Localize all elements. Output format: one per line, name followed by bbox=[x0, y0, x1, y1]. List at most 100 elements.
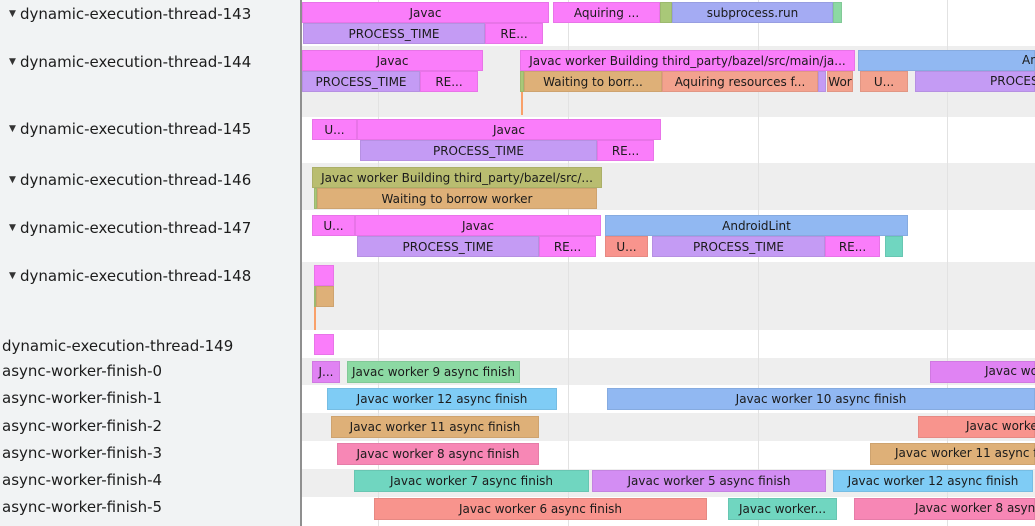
trace-slice[interactable]: RE... bbox=[485, 23, 543, 44]
timeline-canvas[interactable]: Javac Aquiring ... subprocess.run PROCESS_T… bbox=[302, 0, 1035, 526]
trace-slice-label: PROCESS_TIME bbox=[348, 26, 440, 41]
sidebar-track-row[interactable]: async-worker-finish-1 bbox=[0, 389, 162, 407]
sidebar-track-row[interactable]: async-worker-finish-3 bbox=[0, 444, 162, 462]
trace-slice[interactable] bbox=[854, 498, 1035, 520]
trace-slice[interactable]: Javac worker 9 async finish bbox=[347, 361, 520, 383]
trace-slice[interactable]: Javac worker 10 async finish bbox=[607, 388, 1035, 410]
track-name[interactable]: async-worker-finish-5 bbox=[2, 498, 163, 516]
track-name[interactable]: dynamic-execution-thread-147 bbox=[20, 219, 252, 237]
trace-slice-label: Javac worker 5 async finish bbox=[627, 474, 791, 488]
sidebar-track-row[interactable]: async-worker-finish-0 bbox=[0, 362, 162, 380]
instant-event-tick[interactable] bbox=[521, 92, 523, 115]
trace-slice[interactable]: Javac bbox=[355, 215, 601, 236]
trace-slice[interactable]: Javac worker... bbox=[728, 498, 837, 520]
trace-slice[interactable]: Javac worker 6 async finish bbox=[374, 498, 707, 520]
track-name[interactable]: dynamic-execution-thread-144 bbox=[20, 53, 252, 71]
trace-slice[interactable]: J... bbox=[312, 361, 340, 383]
sidebar-track-row[interactable]: async-worker-finish-5 bbox=[0, 498, 162, 516]
track-name[interactable]: async-worker-finish-1 bbox=[2, 389, 163, 407]
trace-slice[interactable]: Javac worker Building third_party/bazel/… bbox=[312, 167, 602, 188]
collapse-triangle-icon[interactable]: ▼ bbox=[9, 57, 16, 67]
sidebar-track-row[interactable]: async-worker-finish-2 bbox=[0, 417, 162, 435]
trace-slice-label: Waiting to borr... bbox=[543, 74, 643, 89]
collapse-triangle-icon[interactable]: ▼ bbox=[9, 9, 16, 19]
sidebar-track-row[interactable]: ▼ dynamic-execution-thread-148 bbox=[0, 267, 251, 285]
trace-slice-label: Javac worker 10 async finish bbox=[735, 392, 907, 406]
sidebar-track-row[interactable]: ▼ dynamic-execution-thread-143 bbox=[0, 5, 251, 23]
trace-slice-label: Javac bbox=[409, 5, 442, 20]
trace-slice[interactable]: RE... bbox=[420, 71, 478, 92]
trace-slice[interactable] bbox=[915, 71, 1035, 92]
track-name[interactable]: async-worker-finish-2 bbox=[2, 417, 163, 435]
track-name[interactable]: async-worker-finish-4 bbox=[2, 471, 163, 489]
track-name[interactable]: dynamic-execution-thread-146 bbox=[20, 171, 252, 189]
trace-slice[interactable]: Javac bbox=[302, 50, 483, 71]
trace-slice[interactable] bbox=[858, 50, 1035, 71]
trace-slice[interactable] bbox=[833, 2, 842, 23]
trace-slice-label: subprocess.run bbox=[706, 5, 799, 20]
trace-slice[interactable]: Javac worker 5 async finish bbox=[592, 470, 826, 492]
trace-slice[interactable]: PROCESS_TIME bbox=[302, 71, 420, 92]
trace-slice[interactable]: RE... bbox=[825, 236, 880, 257]
sidebar-track-row[interactable]: dynamic-execution-thread-149 bbox=[0, 337, 233, 355]
track-name[interactable]: dynamic-execution-thread-149 bbox=[2, 337, 234, 355]
trace-slice[interactable]: Javac worker 12 async finish bbox=[833, 470, 1033, 492]
track-name[interactable]: async-worker-finish-0 bbox=[2, 362, 163, 380]
trace-slice[interactable]: RE... bbox=[597, 140, 654, 161]
track-name[interactable]: dynamic-execution-thread-145 bbox=[20, 120, 252, 138]
collapse-triangle-icon[interactable]: ▼ bbox=[9, 175, 16, 185]
trace-slice[interactable]: U... bbox=[860, 71, 908, 92]
trace-slice[interactable]: PROCESS_TIME bbox=[652, 236, 825, 257]
trace-slice[interactable]: PROCESS_TIME bbox=[360, 140, 597, 161]
trace-slice[interactable]: U... bbox=[605, 236, 648, 257]
collapse-triangle-icon[interactable]: ▼ bbox=[9, 271, 16, 281]
trace-slice[interactable] bbox=[930, 361, 1035, 383]
trace-slice[interactable]: Javac worker 7 async finish bbox=[354, 470, 589, 492]
trace-slice[interactable] bbox=[316, 286, 334, 307]
trace-slice[interactable]: Waiting to borr... bbox=[524, 71, 662, 92]
trace-slice-label: Wor bbox=[828, 74, 852, 89]
sidebar-track-row[interactable]: ▼ dynamic-execution-thread-144 bbox=[0, 53, 251, 71]
time-gridline bbox=[947, 0, 948, 526]
track-name[interactable]: async-worker-finish-3 bbox=[2, 444, 163, 462]
trace-slice[interactable] bbox=[520, 71, 524, 92]
trace-slice[interactable]: PROCESS_TIME bbox=[303, 23, 485, 44]
trace-slice[interactable]: AndroidLint bbox=[605, 215, 908, 236]
sidebar-track-row[interactable]: ▼ dynamic-execution-thread-147 bbox=[0, 219, 251, 237]
trace-slice[interactable]: Waiting to borrow worker bbox=[317, 188, 597, 209]
trace-slice[interactable]: Wor bbox=[827, 71, 853, 92]
trace-slice[interactable]: Javac worker 11 async finish bbox=[331, 416, 539, 438]
track-name[interactable]: dynamic-execution-thread-148 bbox=[20, 267, 252, 285]
trace-slice[interactable]: Javac worker Building third_party/bazel/… bbox=[520, 50, 855, 71]
sidebar-track-row[interactable]: async-worker-finish-4 bbox=[0, 471, 162, 489]
sidebar-track-row[interactable]: ▼ dynamic-execution-thread-145 bbox=[0, 120, 251, 138]
trace-slice[interactable] bbox=[314, 286, 316, 307]
trace-slice[interactable]: RE... bbox=[539, 236, 596, 257]
trace-slice[interactable]: Javac worker 12 async finish bbox=[327, 388, 557, 410]
trace-slice-label: Javac worker 6 async finish bbox=[458, 502, 623, 516]
trace-slice[interactable] bbox=[314, 265, 334, 286]
trace-slice[interactable]: U... bbox=[312, 215, 355, 236]
trace-slice[interactable] bbox=[314, 188, 317, 209]
trace-slice[interactable]: Javac worker 8 async finish bbox=[337, 443, 539, 465]
trace-slice-label: RE... bbox=[435, 74, 463, 89]
trace-slice[interactable] bbox=[918, 416, 1035, 438]
sidebar-track-row[interactable]: ▼ dynamic-execution-thread-146 bbox=[0, 171, 251, 189]
trace-slice[interactable] bbox=[870, 443, 1035, 465]
trace-slice[interactable]: Javac bbox=[357, 119, 661, 140]
instant-event-tick[interactable] bbox=[314, 307, 316, 330]
trace-slice[interactable]: Aquiring ... bbox=[553, 2, 660, 23]
trace-slice[interactable] bbox=[314, 334, 334, 355]
trace-slice[interactable]: Aquiring resources f... bbox=[662, 71, 818, 92]
trace-slice[interactable] bbox=[885, 236, 903, 257]
trace-slice[interactable] bbox=[660, 2, 672, 23]
trace-slice[interactable]: U... bbox=[312, 119, 357, 140]
trace-slice[interactable]: PROCESS_TIME bbox=[357, 236, 539, 257]
trace-slice[interactable]: Javac bbox=[302, 2, 549, 23]
trace-slice[interactable]: subprocess.run bbox=[672, 2, 833, 23]
trace-slice-label: PROCESS_TIME bbox=[402, 239, 494, 254]
track-name[interactable]: dynamic-execution-thread-143 bbox=[20, 5, 252, 23]
collapse-triangle-icon[interactable]: ▼ bbox=[9, 124, 16, 134]
trace-slice[interactable] bbox=[818, 71, 826, 92]
collapse-triangle-icon[interactable]: ▼ bbox=[9, 223, 16, 233]
